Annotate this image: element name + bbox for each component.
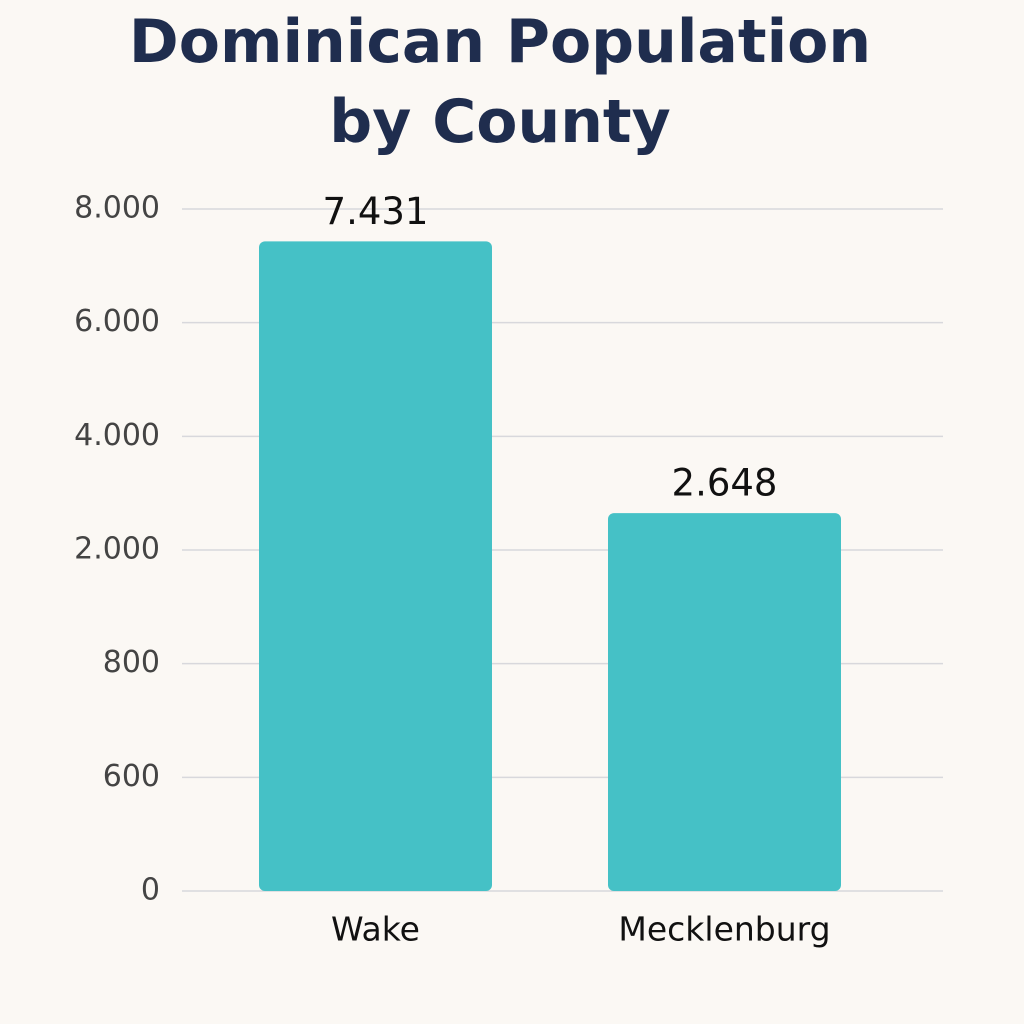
chart-title: Dominican Population by County: [128, 7, 872, 157]
bar: [608, 513, 841, 891]
y-tick-label: 4.000: [74, 418, 160, 453]
value-label: 2.648: [672, 462, 778, 505]
bar: [259, 241, 492, 892]
y-tick-label: 0: [141, 873, 160, 908]
y-tick-label: 8.000: [74, 191, 160, 226]
value-label: 7.431: [323, 190, 429, 233]
y-tick-label: 800: [103, 645, 160, 680]
x-tick-label: Mecklenburg: [618, 910, 830, 949]
y-tick-label: 600: [103, 759, 160, 794]
y-tick-label: 2.000: [74, 532, 160, 567]
x-tick-label: Wake: [331, 910, 420, 949]
y-tick-label: 6.000: [74, 304, 160, 339]
